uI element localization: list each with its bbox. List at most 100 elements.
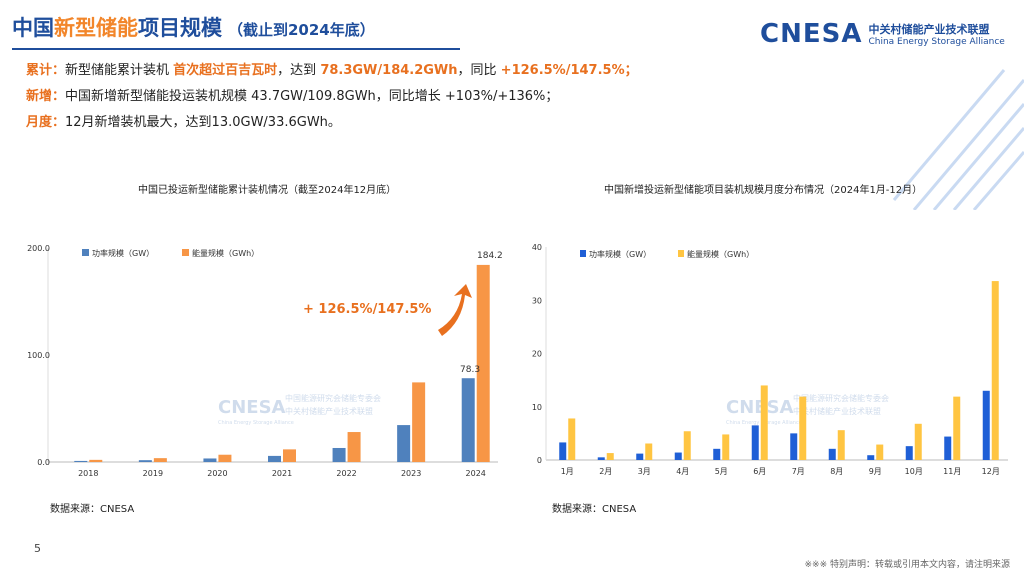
y-tick-label: 20 bbox=[532, 350, 542, 359]
bar-energy-2020 bbox=[218, 454, 232, 462]
bar-energy-3月 bbox=[645, 443, 653, 460]
bar-power-2019 bbox=[138, 460, 152, 462]
bar-energy-2024 bbox=[476, 264, 490, 462]
y-tick-label: 40 bbox=[532, 243, 542, 252]
bullet-new: 新增：中国新增新型储能投运装机规模 43.7GW/109.8GWh，同比增长 +… bbox=[26, 84, 638, 110]
bullet-text: 新型储能累计装机 bbox=[65, 63, 174, 78]
bar-energy-11月 bbox=[953, 396, 961, 460]
x-tick-label: 6月 bbox=[753, 467, 766, 476]
x-tick-label: 2018 bbox=[78, 469, 98, 478]
bar-energy-10月 bbox=[914, 423, 922, 460]
logo-cn: 中关村储能产业技术联盟 bbox=[868, 23, 990, 36]
bar-energy-4月 bbox=[683, 431, 691, 460]
x-tick-label: 12月 bbox=[982, 467, 1000, 476]
bullet-text: 中国新增新型储能投运装机规模 43.7GW/109.8GWh，同比增长 +103… bbox=[65, 89, 559, 104]
cumulative-chart: CNESA 中国能源研究会储能专委会 中关村储能产业技术联盟 China Ene… bbox=[27, 244, 503, 478]
growth-arrow-icon bbox=[438, 284, 472, 336]
growth-annotation: + 126.5%/147.5% bbox=[303, 302, 431, 317]
bullet-highlight: 78.3GW/184.2GWh bbox=[320, 63, 458, 78]
legend: 功率规模（GW） 能量规模（GWh） bbox=[580, 249, 754, 259]
bar-power-4月 bbox=[674, 452, 682, 460]
legend-swatch-power bbox=[580, 250, 586, 257]
bar-power-10月 bbox=[905, 446, 913, 460]
footer-note: ※※※ 特别声明：转载或引用本文内容，请注明来源 bbox=[804, 560, 1011, 570]
bar-energy-5月 bbox=[722, 434, 730, 460]
decorative-lines bbox=[892, 69, 1024, 210]
bar-power-5月 bbox=[713, 448, 721, 460]
bar-power-3月 bbox=[636, 453, 644, 460]
bullet-highlight: +126.5%/147.5%； bbox=[500, 63, 638, 78]
bullet-label: 月度： bbox=[26, 115, 66, 130]
bar-power-2022 bbox=[332, 447, 346, 462]
bar-power-2021 bbox=[268, 455, 281, 462]
y-tick-label: 200.0 bbox=[27, 244, 50, 253]
bar-power-1月 bbox=[559, 442, 567, 460]
watermark-cn2: 中关村储能产业技术联盟 bbox=[285, 406, 373, 416]
chart2-source: 数据来源：CNESA bbox=[552, 504, 637, 515]
x-tick-label: 2019 bbox=[143, 469, 163, 478]
title-suffix: 项目规模 bbox=[138, 16, 222, 40]
watermark-cn2: 中关村储能产业技术联盟 bbox=[793, 406, 881, 416]
bar-power-2023 bbox=[397, 425, 411, 462]
bullet-monthly: 月度：12月新增装机最大，达到13.0GW/33.6GWh。 bbox=[26, 110, 638, 136]
legend-label-power: 功率规模（GW） bbox=[589, 249, 651, 259]
title-sub: （截止到2024年底） bbox=[228, 21, 375, 39]
y-tick-label: 0.0 bbox=[37, 458, 50, 467]
watermark-title: CNESA bbox=[726, 397, 794, 418]
logo-text: CNESA bbox=[760, 19, 863, 49]
x-tick-label: 8月 bbox=[830, 467, 843, 476]
legend-swatch-energy bbox=[182, 249, 189, 256]
x-tick-label: 10月 bbox=[905, 467, 923, 476]
logo-en: China Energy Storage Alliance bbox=[868, 37, 1005, 47]
x-tick-label: 2月 bbox=[599, 467, 612, 476]
legend-swatch-power bbox=[82, 249, 89, 256]
bar-energy-9月 bbox=[876, 444, 884, 460]
x-tick-label: 2020 bbox=[207, 469, 227, 478]
x-tick-label: 5月 bbox=[715, 467, 728, 476]
bar-energy-2022 bbox=[347, 432, 361, 462]
page-number: 5 bbox=[34, 542, 41, 555]
title-underline bbox=[12, 48, 460, 50]
bar-energy-2月 bbox=[606, 453, 614, 460]
bullet-text: ，同比 bbox=[457, 63, 501, 78]
y-tick-label: 0 bbox=[537, 456, 542, 465]
legend: 功率规模（GW） 能量规模（GWh） bbox=[82, 248, 259, 258]
x-tick-label: 2023 bbox=[401, 469, 421, 478]
bar-energy-8月 bbox=[837, 430, 845, 460]
legend-swatch-energy bbox=[678, 250, 684, 257]
data-label-power-2024: 78.3 bbox=[460, 365, 480, 375]
x-tick-label: 4月 bbox=[676, 467, 689, 476]
x-tick-label: 3月 bbox=[638, 467, 651, 476]
legend-label-energy: 能量规模（GWh） bbox=[192, 248, 259, 258]
bullet-cumulative: 累计：新型储能累计装机 首次超过百吉瓦时，达到 78.3GW/184.2GWh，… bbox=[26, 58, 638, 84]
monthly-chart: CNESA 中国能源研究会储能专委会 中关村储能产业技术联盟 China Ene… bbox=[532, 243, 1008, 476]
bar-energy-2021 bbox=[283, 449, 296, 462]
bar-power-12月 bbox=[982, 390, 990, 460]
bar-power-9月 bbox=[867, 455, 875, 460]
bar-energy-2023 bbox=[412, 382, 426, 462]
x-tick-label: 2021 bbox=[272, 469, 292, 478]
x-tick-label: 11月 bbox=[943, 467, 961, 476]
bar-energy-6月 bbox=[760, 385, 768, 460]
bar-power-11月 bbox=[944, 436, 952, 460]
bullet-text: 12月新增装机最大，达到13.0GW/33.6GWh。 bbox=[65, 115, 341, 130]
bullet-label: 新增： bbox=[26, 89, 66, 104]
x-tick-label: 2024 bbox=[466, 469, 486, 478]
y-tick-label: 10 bbox=[532, 403, 542, 412]
bar-power-7月 bbox=[790, 433, 798, 460]
page-title: 中国新型储能项目规模 （截止到2024年底） bbox=[12, 12, 375, 46]
bar-power-2月 bbox=[597, 457, 605, 460]
title-prefix: 中国 bbox=[12, 16, 54, 40]
chart1-title: 中国已投运新型储能累计装机情况（截至2024年12月底） bbox=[138, 185, 397, 196]
x-tick-label: 2022 bbox=[336, 469, 356, 478]
bar-energy-2018 bbox=[89, 459, 103, 462]
bar-power-2020 bbox=[203, 458, 217, 462]
bullet-highlight: 首次超过百吉瓦时 bbox=[173, 63, 278, 78]
legend-label-energy: 能量规模（GWh） bbox=[687, 249, 754, 259]
legend-label-power: 功率规模（GW） bbox=[92, 248, 154, 258]
data-label-energy-2024: 184.2 bbox=[477, 251, 503, 261]
bar-energy-2019 bbox=[153, 458, 167, 462]
bullet-label: 累计： bbox=[26, 63, 66, 78]
bar-power-2018 bbox=[74, 460, 88, 462]
bar-power-2024 bbox=[461, 378, 475, 462]
